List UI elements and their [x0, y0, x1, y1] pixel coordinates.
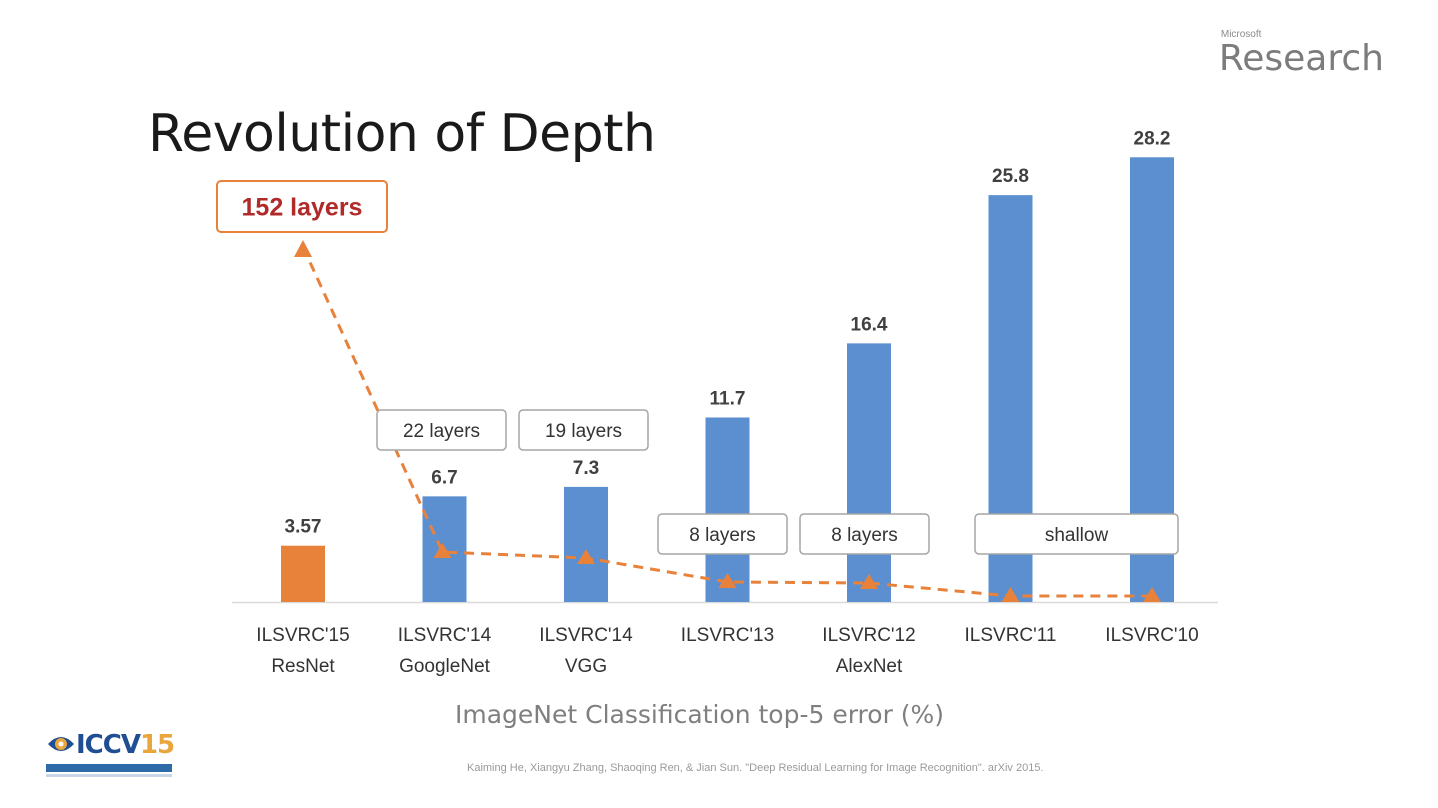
trend-arrow-icon — [294, 240, 312, 257]
tick-label: ILSVRC'14 — [539, 625, 633, 646]
iccv-wordmark-prefix: ICCV — [76, 730, 141, 760]
depth-annotation-box — [799, 513, 930, 555]
tick-label: VGG — [565, 656, 607, 677]
depth-annotation-text: 19 layers — [545, 421, 622, 442]
depth-annotation-text: shallow — [1045, 525, 1109, 546]
microsoft-research-logo: Microsoft Research — [1219, 30, 1384, 78]
depth-annotation-box — [518, 409, 649, 451]
depth-annotation-box — [376, 409, 507, 451]
depth-annotation-text: 8 layers — [689, 525, 756, 546]
trend-marker — [1001, 587, 1020, 602]
trend-marker — [433, 543, 452, 558]
iccv-logo: ICCV15 — [46, 730, 176, 780]
iccv-eye-icon — [48, 737, 74, 751]
depth-annotation-text: 152 layers — [242, 194, 363, 222]
tick-label: GoogleNet — [399, 656, 491, 677]
labels-layer: 3.57 ILSVRC'15 ResNet 6.7 ILSVRC'14 GoogleNet… — [256, 128, 1198, 677]
bar — [705, 417, 750, 602]
annotation-layer: 152 layers 22 layers 19 layers 8 layers 8 la… — [216, 180, 1179, 555]
iccv-subbanner — [46, 774, 172, 777]
tick-label: ResNet — [271, 656, 335, 677]
tick-label: ILSVRC'10 — [1105, 625, 1198, 646]
iccv-banner — [46, 764, 172, 772]
bar — [847, 343, 891, 602]
depth-annotation-text: 8 layers — [831, 525, 898, 546]
depth-annotation-box — [974, 513, 1179, 555]
trend-layer — [294, 240, 1161, 602]
chart-caption: ImageNet Classification top-5 error (%) — [455, 700, 945, 729]
iccv-wordmark-year: 15 — [139, 730, 175, 760]
iccv-wordmark: ICCV15 — [76, 730, 175, 760]
depth-annotation-box — [657, 513, 788, 555]
depth-annotation-box — [216, 180, 388, 233]
data-label: 6.7 — [431, 467, 457, 488]
tick-label: ILSVRC'12 — [822, 625, 915, 646]
tick-label: ILSVRC'11 — [965, 625, 1057, 646]
brand-small-text: Microsoft — [1220, 29, 1262, 40]
slide-title: Revolution of Depth — [148, 104, 656, 164]
trend-marker — [718, 573, 737, 588]
data-label: 25.8 — [992, 166, 1029, 187]
data-label: 16.4 — [851, 314, 888, 335]
tick-label: ILSVRC'15 — [256, 625, 349, 646]
data-label: 11.7 — [710, 388, 746, 409]
brand-big-text: Research — [1218, 38, 1384, 79]
citation-text: Kaiming He, Xiangyu Zhang, Shaoqing Ren,… — [467, 762, 1044, 774]
trend-marker — [577, 549, 595, 564]
bar — [564, 486, 608, 602]
trend-marker — [1143, 587, 1161, 602]
depth-annotation-text: 22 layers — [403, 421, 480, 442]
data-label: 28.2 — [1134, 128, 1171, 149]
data-label: 7.3 — [573, 458, 599, 479]
tick-label: ILSVRC'14 — [398, 625, 492, 646]
tick-label: AlexNet — [836, 656, 903, 677]
tick-label: ILSVRC'13 — [681, 625, 774, 646]
bar — [281, 545, 325, 602]
data-label: 3.57 — [285, 517, 322, 538]
trend-marker — [860, 574, 878, 589]
